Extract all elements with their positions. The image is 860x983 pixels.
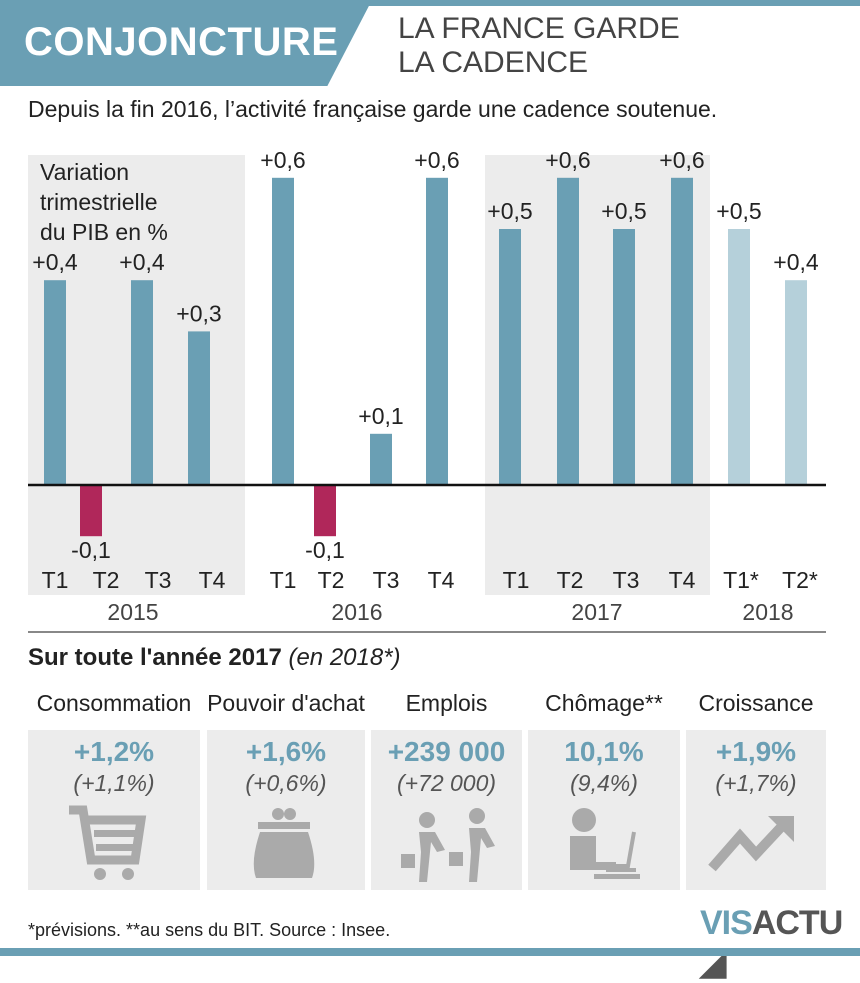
bar	[272, 177, 294, 486]
bar	[131, 280, 153, 485]
data-label: -0,1	[305, 537, 345, 563]
x-tick-label: T2	[318, 567, 345, 593]
indicator-card: 10,1% (9,4%)	[528, 730, 680, 890]
x-tick-label: T2	[93, 567, 120, 593]
purse-icon	[253, 808, 315, 878]
x-tick-label: T3	[613, 567, 640, 593]
data-label: +0,4	[773, 249, 819, 275]
data-label: +0,5	[716, 198, 761, 224]
indicator-label: Emplois	[405, 690, 488, 716]
section-banner: CONJONCTURE	[0, 0, 372, 86]
y-axis-label: trimestrielle	[40, 189, 158, 215]
bar	[44, 280, 66, 485]
bar	[785, 280, 807, 485]
year-label: 2017	[571, 599, 622, 625]
x-tick-label: T4	[669, 567, 696, 593]
data-label: +0,5	[487, 198, 532, 224]
annual-title-note: (en 2018*)	[288, 644, 401, 671]
indicator-value-2018: (+72 000)	[396, 770, 497, 796]
data-label: +0,3	[176, 300, 221, 326]
bar	[728, 229, 750, 485]
data-label: +0,6	[545, 147, 590, 173]
indicator-value-2018: (9,4%)	[570, 770, 638, 796]
data-label: +0,5	[601, 198, 646, 224]
bar	[557, 177, 579, 486]
title-line-2: LA CADENCE	[398, 46, 589, 79]
bar	[314, 485, 336, 537]
x-tick-label: T2*	[782, 567, 818, 593]
data-label: +0,4	[32, 249, 78, 275]
footnote: *prévisions. **au sens du BIT. Source : …	[28, 920, 391, 940]
bottom-rule	[0, 948, 860, 956]
indicator-card: +1,9% (+1,7%)	[686, 730, 826, 890]
indicator-card: +1,2% (+1,1%)	[28, 730, 200, 890]
section-label: CONJONCTURE	[24, 20, 339, 64]
year-label: 2015	[107, 599, 158, 625]
bar	[426, 177, 448, 486]
indicator-value-2017: 10,1%	[564, 736, 644, 767]
indicator-card: +1,6% (+0,6%)	[207, 730, 365, 890]
data-label: +0,1	[358, 403, 403, 429]
indicator-label: Consommation	[36, 690, 192, 716]
logo-part-1: VIS	[700, 904, 753, 942]
bar	[188, 331, 210, 485]
visactu-logo: VISACTU ◢	[700, 904, 843, 982]
y-axis-label: Variation	[40, 159, 129, 185]
indicator-value-2018: (+1,1%)	[73, 770, 155, 796]
indicator-label: Pouvoir d'achat	[207, 690, 365, 716]
x-tick-label: T2	[557, 567, 584, 593]
x-tick-label: T1	[42, 567, 69, 593]
walking-workers-icon	[400, 808, 495, 882]
data-label: -0,1	[71, 537, 111, 563]
page-title: LA FRANCE GARDE LA CADENCE	[398, 12, 680, 80]
bar	[613, 229, 635, 485]
x-tick-label: T1*	[723, 567, 759, 593]
shopping-cart-icon	[69, 805, 147, 880]
year-label: 2018	[742, 599, 793, 625]
indicator-value-2018: (+1,7%)	[715, 770, 797, 796]
title-line-1: LA FRANCE GARDE	[398, 12, 680, 45]
data-label: +0,6	[414, 147, 459, 173]
indicator-card: +239 000 (+72 000)	[371, 730, 522, 890]
bar	[80, 485, 102, 537]
person-laptop-icon	[570, 808, 640, 879]
data-label: +0,6	[260, 147, 305, 173]
subtitle: Depuis la fin 2016, l’activité française…	[28, 96, 718, 122]
bar	[671, 177, 693, 486]
x-tick-label: T4	[199, 567, 226, 593]
x-tick-label: T1	[503, 567, 530, 593]
indicator-value-2017: +1,6%	[245, 736, 327, 767]
x-tick-label: T1	[270, 567, 297, 593]
logo-part-2: ACTU	[751, 904, 843, 942]
data-label: +0,6	[659, 147, 704, 173]
annual-title: Sur toute l'année 2017	[28, 644, 282, 671]
bar	[370, 433, 392, 485]
data-label: +0,4	[119, 249, 165, 275]
year-label: 2016	[331, 599, 382, 625]
trend-up-arrow-icon	[708, 816, 794, 872]
y-axis-label: du PIB en %	[40, 219, 168, 245]
indicator-label: Croissance	[698, 690, 814, 716]
indicator-value-2017: +1,2%	[73, 736, 155, 767]
x-tick-label: T3	[373, 567, 400, 593]
bar	[499, 229, 521, 485]
x-tick-label: T3	[145, 567, 172, 593]
top-rule	[0, 0, 860, 6]
annual-section-title: Sur toute l'année 2017 (en 2018*)	[28, 644, 401, 672]
indicator-label: Chômage**	[545, 690, 663, 716]
indicator-value-2017: +1,9%	[715, 736, 797, 767]
x-tick-label: T4	[428, 567, 455, 593]
indicator-value-2017: +239 000	[387, 736, 506, 767]
indicator-value-2018: (+0,6%)	[245, 770, 327, 796]
